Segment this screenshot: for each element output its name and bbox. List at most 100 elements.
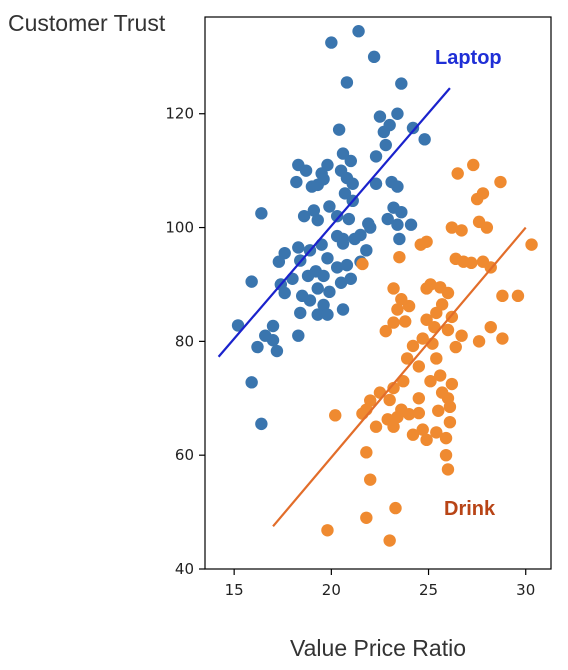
data-point-drink [387, 316, 400, 329]
trend-lines [217, 87, 527, 528]
data-point-laptop [307, 204, 321, 217]
x-axis-label: Value Price Ratio [290, 635, 466, 661]
data-point-drink [387, 282, 400, 295]
data-point-drink [420, 282, 433, 295]
data-point-laptop [369, 150, 383, 163]
data-point-drink [480, 221, 494, 234]
data-point-drink [360, 446, 373, 459]
data-point-drink [416, 423, 429, 436]
data-point-drink [321, 524, 334, 537]
data-point-laptop [294, 306, 307, 320]
data-point-drink [391, 303, 404, 316]
data-point-laptop [311, 308, 324, 321]
data-point-laptop [255, 207, 268, 220]
data-point-drink [399, 315, 412, 328]
data-point-drink [465, 256, 478, 270]
data-point-laptop [332, 123, 346, 136]
data-point-drink [387, 420, 400, 433]
data-point-laptop [317, 269, 330, 283]
data-point-laptop [367, 50, 381, 64]
data-points [231, 25, 538, 547]
data-point-laptop [395, 77, 408, 90]
data-point-laptop [330, 209, 344, 223]
data-point-laptop [344, 272, 357, 285]
data-point-drink [397, 375, 410, 388]
y-tick-label: 60 [175, 446, 194, 464]
data-point-laptop [278, 286, 291, 300]
data-point-laptop [330, 261, 344, 274]
data-point-drink [379, 324, 392, 338]
data-point-laptop [305, 180, 319, 193]
data-point-laptop [245, 376, 258, 389]
data-point-drink [525, 238, 538, 251]
data-point-drink [412, 392, 426, 405]
data-point-drink [420, 313, 433, 326]
trend-line-drink [272, 226, 527, 528]
data-point-laptop [393, 232, 406, 246]
data-point-drink [441, 286, 455, 300]
data-point-laptop [255, 417, 268, 431]
data-point-laptop [290, 175, 303, 189]
data-point-drink [383, 393, 396, 407]
data-point-drink [430, 352, 443, 365]
data-point-drink [439, 448, 453, 462]
data-point-laptop [369, 177, 383, 190]
data-point-laptop [379, 138, 392, 152]
data-point-laptop [348, 232, 361, 246]
data-point-laptop [292, 241, 305, 254]
data-point-laptop [336, 147, 350, 160]
data-point-drink [416, 332, 429, 345]
data-point-drink [402, 299, 416, 313]
data-point-drink [496, 289, 509, 303]
data-point-laptop [381, 212, 394, 226]
data-point-drink [494, 175, 507, 189]
data-point-drink [443, 415, 457, 429]
data-point-laptop [391, 180, 404, 193]
data-point-laptop [245, 275, 258, 288]
data-point-drink [443, 400, 457, 414]
data-point-laptop [303, 294, 317, 307]
data-point-drink [441, 463, 455, 476]
x-tick-label: 20 [322, 581, 341, 599]
data-point-laptop [259, 329, 272, 342]
data-point-drink [467, 158, 480, 172]
data-point-drink [432, 404, 445, 417]
data-point-laptop [336, 303, 350, 316]
data-point-drink [389, 501, 402, 515]
data-point-laptop [406, 121, 420, 135]
data-point-drink [451, 167, 464, 180]
data-point-laptop [323, 285, 336, 299]
data-point-drink [360, 511, 373, 524]
data-point-laptop [297, 209, 311, 223]
series-laptop-points [231, 25, 431, 431]
data-point-laptop [377, 125, 391, 139]
data-point-laptop [391, 218, 404, 231]
data-point-drink [406, 339, 420, 353]
data-point-laptop [346, 177, 359, 190]
series-label-drink: Drink [444, 498, 496, 520]
data-point-drink [424, 375, 437, 388]
y-tick-label: 120 [165, 105, 194, 123]
data-point-drink [391, 410, 404, 424]
data-point-drink [441, 323, 455, 337]
data-point-laptop [292, 329, 305, 342]
series-label-laptop: Laptop [435, 47, 502, 69]
data-point-drink [430, 426, 443, 439]
data-point-drink [439, 431, 453, 445]
data-point-laptop [373, 110, 387, 123]
data-point-drink [400, 352, 414, 365]
data-point-laptop [340, 76, 354, 89]
x-tick-label: 30 [516, 581, 535, 599]
data-point-laptop [251, 340, 264, 354]
data-point-drink [420, 235, 433, 248]
data-point-laptop [364, 221, 377, 234]
data-point-drink [406, 428, 420, 441]
data-point-drink [420, 433, 433, 447]
data-point-drink [369, 420, 383, 433]
data-point-laptop [321, 252, 334, 265]
data-point-drink [445, 377, 459, 391]
data-point-laptop [395, 205, 408, 219]
data-point-laptop [360, 244, 373, 257]
x-tick-label: 25 [419, 581, 438, 599]
data-point-laptop [336, 237, 350, 250]
